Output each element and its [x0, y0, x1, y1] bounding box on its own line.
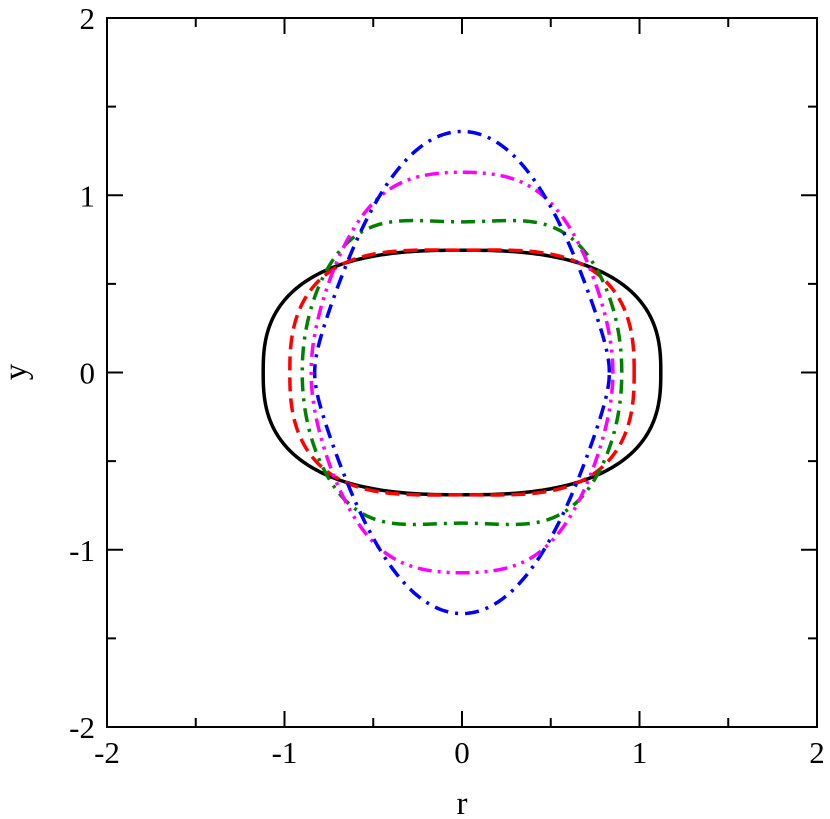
series-curve-3 [300, 218, 624, 527]
x-tick-label: -1 [272, 735, 298, 770]
y-axis-label: y [0, 363, 34, 380]
plot-frame [106, 17, 818, 728]
y-tick-label: -2 [69, 710, 95, 745]
series-curve-5 [312, 129, 612, 616]
x-axis-label: r [457, 786, 468, 819]
x-tick-label: 1 [632, 735, 648, 770]
tick-layer: -2 -1 0 1 2 -2 -1 0 1 2 [69, 1, 825, 770]
x-tick-label: 0 [454, 735, 470, 770]
y-tick-label: 2 [80, 1, 96, 36]
curve-layer [261, 129, 663, 616]
x-tick-label: -2 [94, 735, 120, 770]
y-tick-label: 1 [80, 178, 96, 213]
y-tick-label: -1 [69, 533, 95, 568]
series-curve-2 [288, 248, 636, 497]
x-tick-label: 2 [809, 735, 825, 770]
y-tick-label: 0 [80, 356, 96, 391]
series-curve-4 [309, 170, 615, 575]
series-curve-1 [261, 248, 663, 497]
